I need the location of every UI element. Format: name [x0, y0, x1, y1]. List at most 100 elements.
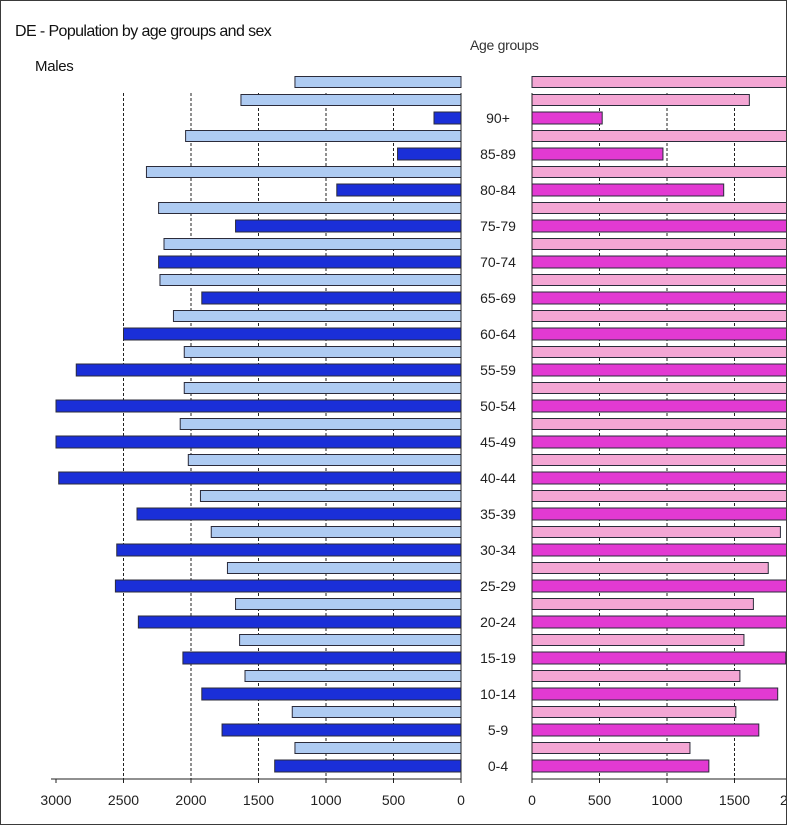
male-light-bar-45-49	[179, 418, 462, 430]
male-light-bar-35-39	[199, 490, 462, 502]
male-light-bar-15-19	[239, 634, 462, 646]
age-label-5-9: 5-9	[488, 722, 508, 738]
male-tick-label: 0	[457, 792, 465, 808]
female-tick-label: 500	[588, 792, 612, 808]
male-bar-0-4	[274, 759, 462, 773]
female-light-bar-0-4	[531, 742, 691, 754]
male-bar-35-39	[136, 507, 462, 521]
female-light-bar-65-69	[531, 274, 786, 286]
age-groups-label: Age groups	[470, 37, 539, 53]
male-light-bar-30-34	[210, 526, 462, 538]
female-light-bar-75-79	[531, 202, 786, 214]
male-tick-label: 1000	[310, 792, 341, 808]
male-bar-50-54	[55, 399, 462, 413]
age-label-65-69: 65-69	[480, 290, 516, 306]
age-label-35-39: 35-39	[480, 506, 516, 522]
male-bar-65-69	[201, 291, 462, 305]
male-tick-label: 1500	[243, 792, 274, 808]
male-light-bar-80-84	[145, 166, 462, 178]
female-light-bar-40-44	[531, 454, 786, 466]
female-bar-65-69	[531, 291, 786, 305]
female-light-bar-50-54	[531, 382, 786, 394]
female-light-bar-35-39	[531, 490, 786, 502]
male-bar-30-34	[116, 543, 462, 557]
female-light-bar-15-19	[531, 634, 745, 646]
male-bar-90+	[433, 111, 462, 125]
female-tick-label: 1500	[719, 792, 750, 808]
female-bar-15-19	[531, 651, 786, 665]
female-bar-30-34	[531, 543, 786, 557]
female-bar-55-59	[531, 363, 786, 377]
male-bar-55-59	[75, 363, 462, 377]
male-bar-15-19	[182, 651, 462, 665]
female-bar-75-79	[531, 219, 786, 233]
male-light-bar-5-9	[291, 706, 462, 718]
age-label-15-19: 15-19	[480, 650, 516, 666]
female-light-bar-55-59	[531, 346, 786, 358]
male-light-bar-10-14	[244, 670, 462, 682]
male-light-bar-0-4	[294, 742, 462, 754]
female-bar-35-39	[531, 507, 786, 521]
male-bar-60-64	[123, 327, 462, 341]
male-bar-20-24	[137, 615, 462, 629]
male-light-bar-25-29	[226, 562, 462, 574]
male-bar-75-79	[235, 219, 462, 233]
age-label-70-74: 70-74	[480, 254, 516, 270]
age-label-0-4: 0-4	[488, 758, 508, 774]
female-bar-60-64	[531, 327, 786, 341]
age-label-40-44: 40-44	[480, 470, 516, 486]
chart-title: DE - Population by age groups and sex	[15, 23, 272, 40]
female-bar-45-49	[531, 435, 786, 449]
female-bar-0-4	[531, 759, 710, 773]
age-label-60-64: 60-64	[480, 326, 516, 342]
female-bar-85-89	[531, 147, 664, 161]
male-bar-40-44	[58, 471, 462, 485]
age-label-10-14: 10-14	[480, 686, 516, 702]
female-light-bar-70-74	[531, 238, 786, 250]
age-label-75-79: 75-79	[480, 218, 516, 234]
age-label-30-34: 30-34	[480, 542, 516, 558]
male-light-bar-20-24	[235, 598, 462, 610]
female-light-bar-80-84	[531, 166, 786, 178]
female-bar-50-54	[531, 399, 786, 413]
female-bar-5-9	[531, 723, 760, 737]
male-light-bar-65-69	[159, 274, 462, 286]
female-bar-25-29	[531, 579, 786, 593]
male-tick-label: 3000	[40, 792, 71, 808]
female-light-bar-20-24	[531, 598, 754, 610]
male-light-bar-75-79	[158, 202, 462, 214]
age-label-90+: 90+	[486, 110, 510, 126]
male-light-bar-60-64	[172, 310, 462, 322]
female-tick-label: 1000	[651, 792, 682, 808]
male-bar-45-49	[55, 435, 462, 449]
female-light-bar-85-89	[531, 130, 786, 142]
male-tick-label: 500	[382, 792, 406, 808]
male-light-bar-55-59	[183, 346, 462, 358]
female-bar-70-74	[531, 255, 786, 269]
male-light-bar-70-74	[163, 238, 462, 250]
age-label-50-54: 50-54	[480, 398, 516, 414]
female-light-bar-5-9	[531, 706, 737, 718]
female-bar-90+	[531, 111, 603, 125]
female-light-bar-30-34	[531, 526, 781, 538]
males-label: Males	[35, 58, 74, 75]
male-tick-label: 2500	[108, 792, 139, 808]
age-label-45-49: 45-49	[480, 434, 516, 450]
female-bar-40-44	[531, 471, 786, 485]
female-light-bar-90+	[531, 94, 750, 106]
age-label-25-29: 25-29	[480, 578, 516, 594]
age-label-80-84: 80-84	[480, 182, 516, 198]
female-bar-80-84	[531, 183, 725, 197]
female-light-bar-45-49	[531, 418, 786, 430]
age-label-85-89: 85-89	[480, 146, 516, 162]
male-light-bar-40-44	[187, 454, 462, 466]
female-light-bar-60-64	[531, 310, 786, 322]
female-light-bar-top	[531, 76, 786, 88]
female-tick-label: 0	[528, 792, 536, 808]
male-tick-label: 2000	[175, 792, 206, 808]
female-bar-10-14	[531, 687, 779, 701]
male-light-bar-85-89	[185, 130, 462, 142]
male-bar-10-14	[201, 687, 462, 701]
